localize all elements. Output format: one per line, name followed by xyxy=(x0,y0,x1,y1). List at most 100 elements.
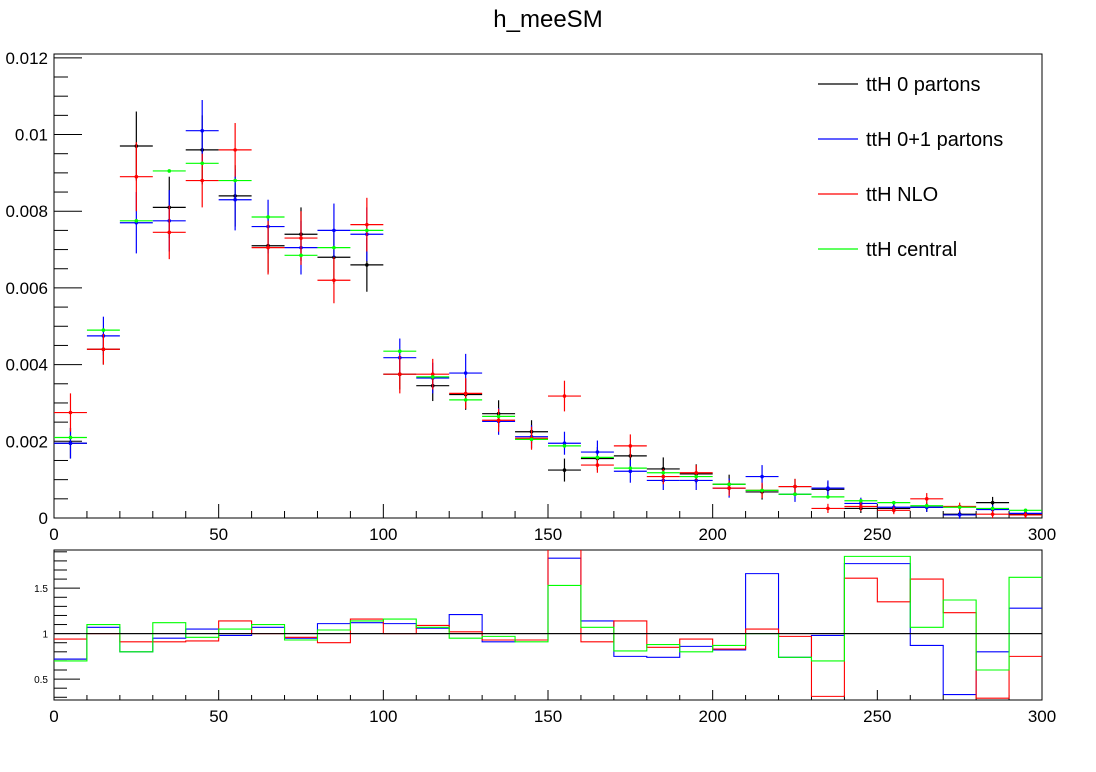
data-point-marker xyxy=(760,474,764,479)
data-point-marker xyxy=(266,215,270,219)
data-point xyxy=(54,393,87,432)
data-point xyxy=(449,378,483,409)
data-point xyxy=(943,505,977,510)
main-y-tick-label: 0.008 xyxy=(5,202,48,221)
data-point-marker xyxy=(233,197,237,202)
data-point-marker xyxy=(496,418,501,423)
data-point-marker xyxy=(727,482,731,487)
data-point-marker xyxy=(562,444,567,448)
data-point xyxy=(449,398,483,402)
data-point-marker xyxy=(463,391,468,396)
data-point xyxy=(482,414,516,419)
data-point-marker xyxy=(101,347,106,352)
data-point-marker xyxy=(924,497,929,501)
data-point xyxy=(811,480,845,496)
data-point xyxy=(580,457,614,473)
data-point-marker xyxy=(299,236,303,240)
data-point-marker xyxy=(924,503,929,508)
main-y-tick-label: 0.01 xyxy=(15,126,48,145)
data-point-marker xyxy=(694,478,698,483)
data-point-marker xyxy=(332,228,336,233)
data-point-marker xyxy=(562,441,567,446)
data-point xyxy=(548,444,581,448)
data-point xyxy=(482,408,516,432)
data-point xyxy=(515,437,548,442)
data-point xyxy=(778,478,812,495)
data-point xyxy=(251,215,285,219)
data-point xyxy=(910,503,944,508)
main-x-tick-label: 150 xyxy=(534,525,562,544)
main-y-tick-label: 0.004 xyxy=(5,356,48,375)
legend-entry: ttH 0+1 partons xyxy=(818,129,1003,151)
data-point xyxy=(350,197,384,252)
data-point-marker xyxy=(463,398,468,402)
data-point-marker xyxy=(727,486,731,490)
main-y-tick-label: 0.002 xyxy=(5,432,48,451)
data-point xyxy=(613,459,647,483)
main-y-tick-label: 0.006 xyxy=(5,279,48,298)
data-point xyxy=(251,220,285,275)
data-point xyxy=(745,488,779,493)
data-point-marker xyxy=(299,253,303,258)
main-x-tick-label: 0 xyxy=(49,525,58,544)
data-point-marker xyxy=(496,414,501,419)
data-point-marker xyxy=(562,468,567,472)
ratio-x-tick-label: 100 xyxy=(369,707,397,726)
data-point-marker xyxy=(365,263,369,267)
data-point xyxy=(580,455,614,460)
data-point-marker xyxy=(332,245,336,250)
data-point xyxy=(416,375,450,379)
data-point xyxy=(383,349,417,353)
data-point xyxy=(218,169,252,231)
data-point xyxy=(877,506,911,515)
data-point-marker xyxy=(398,372,402,376)
data-point-marker xyxy=(957,505,962,510)
data-point-marker xyxy=(892,508,896,513)
data-point xyxy=(383,355,417,394)
ratio-series-2 xyxy=(54,550,1042,699)
data-point-marker xyxy=(365,222,369,227)
ratio-x-tick-label: 150 xyxy=(534,707,562,726)
data-point-marker xyxy=(200,128,204,133)
data-point-marker xyxy=(628,444,633,448)
data-point-marker xyxy=(365,228,369,233)
legend-entry: ttH 0 partons xyxy=(818,74,981,96)
legend-entry: ttH central xyxy=(818,239,957,261)
data-point-marker xyxy=(68,441,73,446)
data-point xyxy=(218,178,252,183)
data-point xyxy=(910,493,944,505)
ratio-x-tick-label: 50 xyxy=(209,707,228,726)
data-point-marker xyxy=(134,174,139,179)
data-point-marker xyxy=(760,488,764,493)
data-point-marker xyxy=(661,470,666,475)
main-x-tick-label: 50 xyxy=(209,525,228,544)
legend-label: ttH 0 partons xyxy=(866,74,981,96)
data-point-marker xyxy=(266,245,270,250)
data-point-marker xyxy=(990,500,995,505)
data-point xyxy=(976,506,1010,511)
chart-title: h_meeSM xyxy=(493,6,603,33)
data-point-marker xyxy=(332,278,336,283)
data-point-marker xyxy=(1023,513,1028,517)
main-x-tick-label: 300 xyxy=(1028,525,1056,544)
series-2 xyxy=(54,123,1042,518)
main-y-tick-label: 0.012 xyxy=(5,49,48,68)
data-point-marker xyxy=(694,470,698,475)
data-point xyxy=(844,498,878,503)
data-point-marker xyxy=(859,504,863,509)
data-point xyxy=(943,511,977,519)
data-point xyxy=(119,142,153,212)
data-point-marker xyxy=(595,450,600,454)
main-y-tick-label: 0 xyxy=(39,509,48,528)
data-point-marker xyxy=(793,492,797,497)
data-point-marker xyxy=(430,372,435,376)
data-point xyxy=(119,219,153,223)
data-point-marker xyxy=(661,474,666,479)
data-point-marker xyxy=(200,161,204,166)
data-point xyxy=(548,380,581,412)
data-point xyxy=(317,257,351,304)
legend-label: ttH 0+1 partons xyxy=(866,129,1003,151)
data-point-marker xyxy=(826,486,830,490)
data-point-marker xyxy=(793,484,797,489)
